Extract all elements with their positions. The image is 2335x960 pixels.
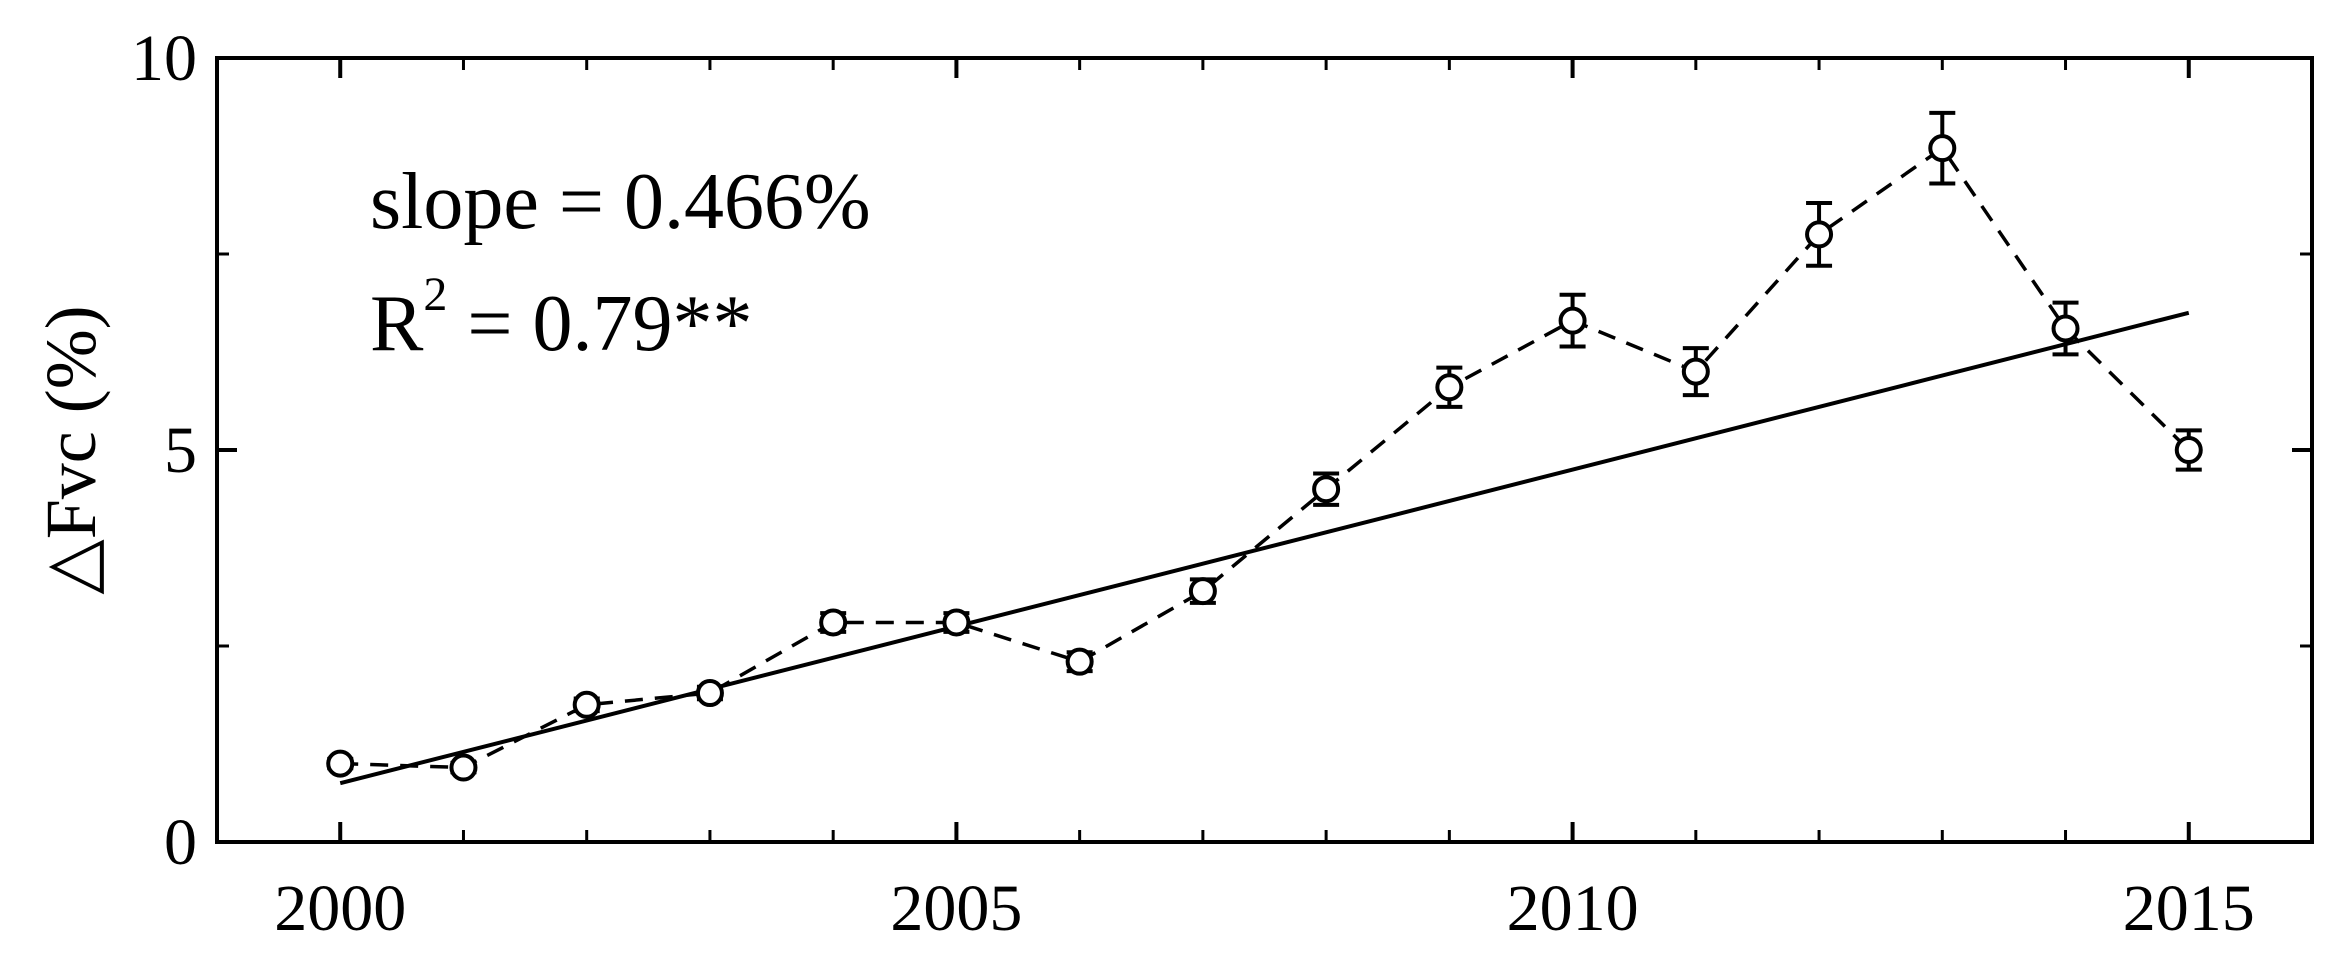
data-point	[449, 753, 478, 782]
y-axis-title: △Fvc (%)	[31, 305, 111, 594]
data-point	[1312, 475, 1341, 504]
y-tick-label: 5	[164, 414, 197, 487]
data-point	[572, 690, 601, 719]
data-point	[1065, 647, 1094, 676]
y-tick-label: 0	[164, 806, 197, 879]
x-tick-label: 2005	[890, 872, 1022, 945]
series-layer	[326, 110, 2203, 782]
plot-frame	[215, 56, 2314, 844]
data-point	[1435, 373, 1464, 402]
x-tick-label: 2000	[274, 872, 406, 945]
data-point	[695, 679, 724, 708]
x-tick-label: 2015	[2123, 872, 2255, 945]
r-squared-value: = 0.79**	[447, 280, 752, 368]
r-squared-base: R	[370, 280, 424, 368]
tick-labels: 2000 2005 2010 2015 0 5 10	[131, 22, 2255, 945]
data-point	[1681, 357, 1710, 386]
r-squared-superscript: 2	[423, 268, 447, 321]
regression-line	[339, 310, 2190, 786]
data-point	[1928, 134, 1957, 163]
data-point	[942, 608, 971, 637]
data-point	[326, 749, 355, 778]
data-point	[1558, 306, 1587, 335]
data-point	[819, 608, 848, 637]
data-point	[2051, 314, 2080, 343]
data-series-line	[340, 145, 2191, 770]
x-tick-label: 2010	[1507, 872, 1639, 945]
data-point	[1805, 220, 1834, 249]
data-point	[2174, 436, 2203, 464]
data-point	[1188, 577, 1217, 606]
slope-annotation: slope = 0.466%	[370, 158, 871, 246]
r-squared-annotation: R2 = 0.79**	[370, 268, 752, 368]
y-tick-label: 10	[131, 22, 197, 95]
regression-layer	[339, 310, 2190, 786]
